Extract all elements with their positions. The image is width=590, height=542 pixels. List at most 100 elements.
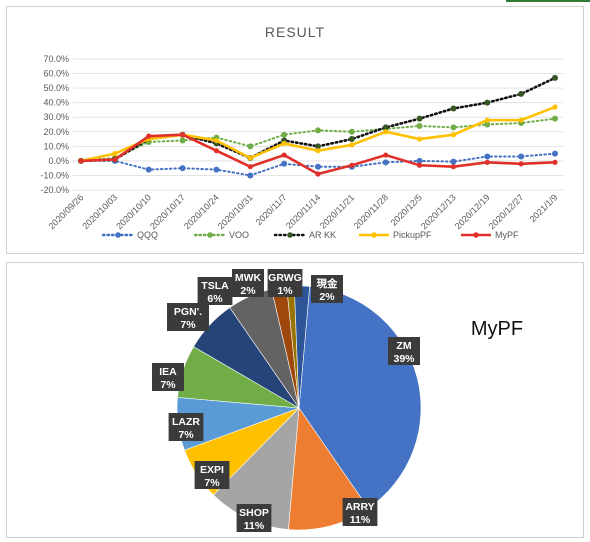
x-tick-label: 2020/09/26 — [46, 192, 85, 231]
x-tick-label: 2021/1/9 — [528, 192, 560, 224]
legend-label: MyPF — [495, 230, 519, 240]
data-point — [112, 156, 118, 163]
data-point — [247, 164, 253, 170]
x-tick-label: 2020/10/31 — [216, 192, 255, 231]
pie-label-name: EXPI — [200, 464, 224, 476]
data-point — [416, 162, 423, 168]
data-point — [112, 151, 118, 157]
data-point — [348, 136, 355, 143]
pie-label-percent: 2% — [319, 291, 335, 303]
pie-labels: ZM39%ARRY11%SHOP11%EXPI7%LAZR7%IEA7%PGN'… — [152, 269, 420, 532]
y-tick-label: 70.0% — [43, 54, 69, 64]
y-tick-label: 50.0% — [43, 83, 69, 93]
data-point — [450, 164, 457, 170]
line-chart-series — [78, 74, 558, 179]
data-point — [484, 159, 490, 165]
line-chart-legend: QQQ VOO AR KK PickupPF MyPF — [101, 230, 519, 240]
data-point — [552, 150, 558, 157]
data-point — [383, 129, 389, 135]
data-point — [450, 124, 457, 131]
data-point — [315, 143, 321, 150]
x-tick-label: 2020/11/21 — [318, 192, 356, 230]
pie-label-name: TSLA — [201, 280, 229, 292]
data-point — [552, 115, 558, 122]
pie-label-name: MWK — [235, 272, 262, 284]
pie-label: 現金2% — [311, 275, 343, 303]
window-accent-bar — [506, 0, 590, 2]
pie-label-box — [167, 303, 209, 331]
x-tick-label: 2020/11/14 — [284, 192, 322, 230]
data-point — [484, 117, 490, 123]
pie-label-percent: 7% — [178, 429, 194, 441]
x-tick-label: 2020/10/17 — [148, 192, 187, 231]
legend-item: AR KK — [273, 230, 336, 240]
y-tick-label: 30.0% — [43, 112, 69, 122]
pie-label-percent: 7% — [180, 319, 196, 331]
data-point — [349, 162, 355, 168]
data-point — [416, 122, 423, 129]
pie-label-name: PGN'. — [174, 306, 202, 318]
data-point — [552, 104, 558, 110]
pie-label-percent: 39% — [393, 353, 415, 365]
data-point — [281, 131, 288, 138]
pie-label-percent: 11% — [244, 520, 265, 532]
legend-marker — [473, 232, 479, 238]
data-point — [315, 163, 321, 170]
data-point — [146, 133, 152, 139]
pie-label-box — [267, 269, 303, 297]
line-chart-x-axis: 2020/09/262020/10/032020/10/102020/10/17… — [46, 192, 559, 231]
data-point — [518, 117, 524, 123]
pie-chart-title: MyPF — [471, 318, 523, 340]
legend-label: VOO — [229, 230, 249, 240]
data-point — [518, 161, 524, 167]
data-point — [518, 90, 525, 97]
data-point — [484, 99, 491, 106]
y-tick-label: -20.0% — [40, 185, 69, 195]
x-tick-label: 2020/12/27 — [487, 192, 526, 231]
data-point — [382, 159, 389, 166]
data-point — [78, 158, 84, 164]
data-point — [450, 158, 457, 165]
y-tick-label: 10.0% — [43, 141, 69, 151]
y-tick-label: -10.0% — [40, 170, 69, 180]
pie-label-name: ARRY — [345, 501, 374, 513]
pie-label-percent: 11% — [350, 514, 371, 526]
pie-label-box — [168, 413, 204, 441]
pie-label-box — [236, 504, 272, 532]
x-tick-label: 2020/11/28 — [352, 192, 390, 230]
data-point — [213, 137, 220, 144]
line-chart-panel: RESULT 70.0% 60.0% 50.0% 40.0% 30.0% 20.0% 10.… — [6, 6, 584, 254]
pie-label-name: 現金 — [317, 277, 338, 290]
data-point — [416, 136, 423, 142]
y-tick-label: 60.0% — [43, 69, 69, 79]
data-point — [315, 171, 321, 177]
x-tick-label: 2020/10/10 — [114, 192, 153, 231]
pie-label-name: SHOP — [239, 507, 269, 519]
series-mypf — [78, 132, 558, 177]
pie-chart-panel: ZM 39% ARRY 11% SHOP 11% EXPI 7% LAZR 7% IEA 7% PGN'… — [6, 262, 584, 538]
x-tick-label: 2020/10/03 — [80, 192, 119, 231]
data-point — [179, 165, 186, 172]
legend-marker — [207, 232, 213, 238]
line-chart: RESULT 70.0% 60.0% 50.0% 40.0% 30.0% 20.0% 10.… — [40, 24, 563, 240]
data-point — [247, 143, 254, 150]
legend-item: VOO — [193, 230, 249, 240]
data-point — [145, 166, 152, 173]
pie-label-name: IEA — [159, 366, 177, 378]
legend-label: QQQ — [137, 230, 158, 240]
data-point — [450, 105, 457, 112]
legend-marker — [371, 232, 377, 238]
data-point — [349, 142, 355, 148]
data-point — [179, 132, 186, 138]
data-point — [552, 159, 558, 165]
data-point — [484, 153, 491, 160]
legend-item: PickupPF — [359, 230, 432, 240]
data-point — [281, 140, 287, 147]
